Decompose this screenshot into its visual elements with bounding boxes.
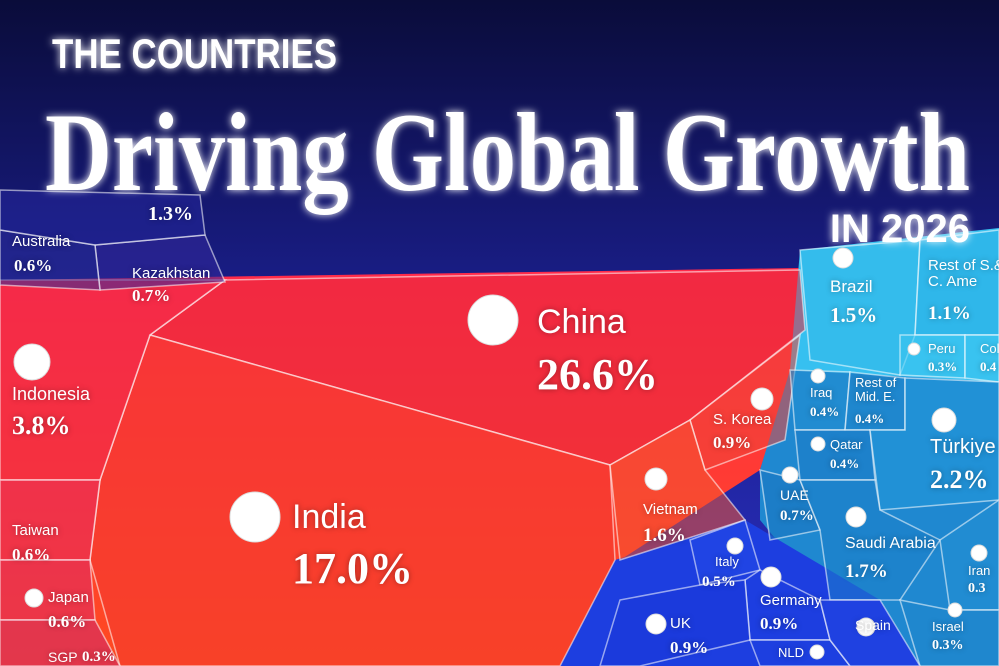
cell-name: Iraq: [810, 385, 833, 400]
cell-value: 0.4%: [855, 411, 885, 426]
cell-value: 26.6%: [537, 350, 658, 399]
flag: [645, 613, 667, 635]
cell-value: 1.6%: [643, 525, 686, 546]
cell-name: Japan: [48, 589, 89, 606]
cell-name: Vietnam: [643, 501, 698, 518]
cell-name: UK: [670, 615, 691, 632]
cell-value: 1.5%: [830, 303, 878, 327]
flag: [229, 491, 281, 543]
cell-name: Qatar: [830, 437, 863, 452]
cell-value: 0.3%: [82, 649, 116, 665]
flag: [832, 247, 854, 269]
cell-value: 0.5%: [702, 574, 736, 590]
flag: [931, 407, 957, 433]
cell-value: 0.4: [980, 359, 997, 374]
cell: [964, 334, 999, 383]
cell-value: 0.3%: [928, 359, 958, 374]
flag: [845, 506, 867, 528]
flag: [970, 544, 988, 562]
cell-value: 0.3%: [932, 638, 964, 653]
flag: [467, 294, 519, 346]
flag: [24, 588, 44, 608]
cell-name: Indonesia: [12, 384, 91, 404]
cell-name: Rest of S.& C. Ame: [928, 257, 999, 290]
cell-value: 0.6%: [48, 612, 87, 631]
cell-name: Rest of Mid. E.: [855, 375, 897, 404]
cell-value: 0.7%: [780, 508, 814, 524]
cell-value: 3.8%: [12, 411, 71, 440]
cell-value: 0.3: [968, 581, 986, 596]
cell-name: Brazil: [830, 277, 873, 296]
cell-name: Israel: [932, 619, 964, 634]
flag: [750, 387, 774, 411]
cell-name: S. Korea: [713, 411, 772, 428]
cell-name: UAE: [780, 487, 809, 503]
cell: [609, 418, 747, 561]
cell-value: 0.6%: [14, 256, 53, 275]
cell-value: 0.9%: [760, 614, 799, 633]
flag: [810, 368, 826, 384]
cell-value: 0.9%: [713, 433, 752, 452]
flag: [644, 467, 668, 491]
cell-name: Spain: [855, 617, 891, 633]
flag: [760, 566, 782, 588]
cell: [898, 599, 999, 666]
cell-name: China: [537, 303, 626, 341]
cell-value: 1.7%: [845, 561, 888, 582]
cell-value: 0.7%: [132, 286, 171, 305]
cell: [0, 619, 121, 666]
cell-name: Taiwan: [12, 522, 59, 539]
cell-name: India: [292, 498, 366, 536]
flag: [810, 436, 826, 452]
flag: [907, 342, 921, 356]
flag: [781, 466, 799, 484]
cell: [939, 499, 999, 611]
cell: [748, 639, 851, 666]
flag: [947, 602, 963, 618]
cell-name: Türkiye: [930, 436, 996, 458]
subtitle: IN 2026: [830, 207, 970, 251]
cell-value: 1.3%: [148, 203, 193, 225]
cell-name: Kazakhstan: [132, 265, 211, 282]
cell-name: Germany: [760, 592, 822, 609]
flag: [809, 644, 825, 660]
cell-value: 2.2%: [930, 465, 989, 494]
cell-value: 0.4%: [830, 456, 860, 471]
cell: [798, 479, 942, 601]
cell-name: Saudi Arabia: [845, 535, 936, 552]
cell-name: SGP: [48, 649, 78, 665]
cell: [0, 189, 206, 246]
cell-name: Col: [980, 341, 999, 356]
flag: [856, 617, 876, 637]
flag: [13, 343, 51, 381]
cell-name: Iran: [968, 563, 991, 578]
cell-name: Italy: [715, 554, 739, 569]
cell-value: 1.1%: [928, 303, 971, 324]
cell-value: 17.0%: [292, 544, 413, 593]
cell-name: NLD: [778, 645, 805, 660]
flag: [726, 537, 744, 555]
cell-name: Australia: [12, 233, 71, 250]
cell-name: Peru: [928, 341, 956, 356]
title-top: THE COUNTRIES: [52, 30, 337, 77]
cell-value: 0.9%: [670, 638, 709, 657]
chart-title: Driving Global Growth: [45, 91, 970, 215]
cell-value: 0.6%: [12, 545, 51, 564]
cell: [914, 229, 999, 336]
cell-value: 0.4%: [810, 404, 840, 419]
